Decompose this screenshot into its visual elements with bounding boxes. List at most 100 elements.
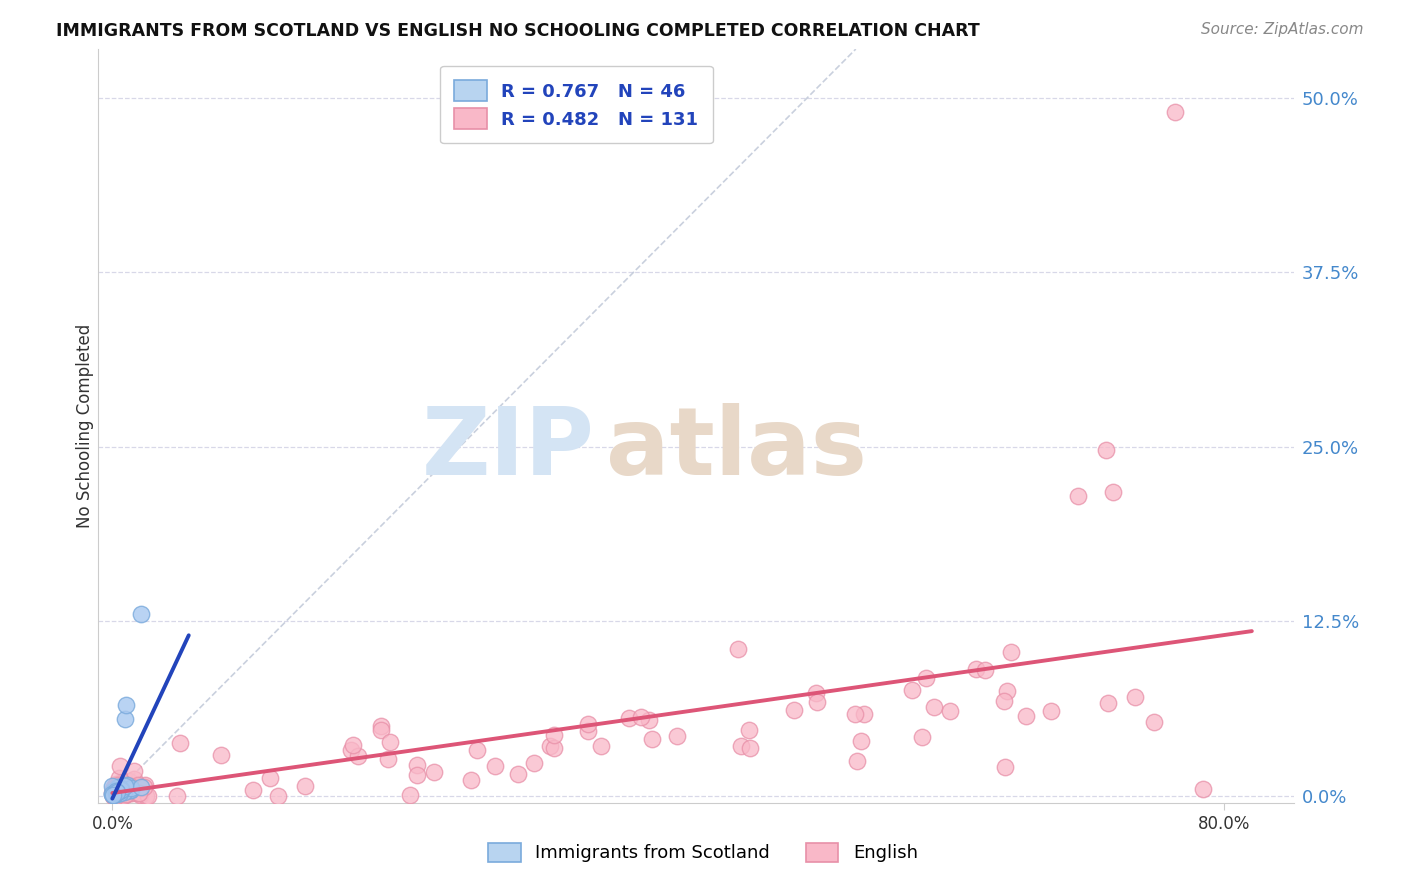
Point [101,789,124,803]
Text: ZIP: ZIP [422,402,595,494]
Point [127,786,149,800]
Point [110,759,132,773]
Point [576,723,599,738]
Point [209,747,232,762]
Point [111,785,134,799]
Point [640,732,662,747]
Point [1095,442,1118,457]
Point [589,739,612,753]
Point [259,772,281,786]
Point [120,782,142,797]
Point [118,779,141,793]
Point [105,787,128,801]
Point [110,787,132,801]
Point [122,764,145,778]
Point [108,788,131,802]
Point [128,785,150,799]
Point [738,740,761,755]
Point [103,784,125,798]
Point [127,778,149,792]
Point [108,786,131,800]
Point [995,684,1018,698]
Point [911,730,934,744]
Point [1000,645,1022,659]
Point [578,717,600,731]
Point [104,788,127,802]
Point [104,777,127,791]
Point [103,783,125,797]
Point [423,764,446,779]
Point [465,743,488,757]
Point [128,786,150,800]
Point [543,741,565,756]
Point [915,671,938,685]
Point [538,739,561,753]
Point [105,785,128,799]
Point [105,782,128,797]
Point [242,783,264,797]
Point [112,785,135,799]
Point [1015,709,1038,723]
Point [993,694,1015,708]
Point [738,723,761,738]
Point [994,760,1017,774]
Point [939,705,962,719]
Point [107,786,129,800]
Point [101,782,124,797]
Point [101,787,124,801]
Point [118,778,141,792]
Point [166,789,188,803]
Point [267,789,290,803]
Point [103,789,125,803]
Point [105,789,128,803]
Point [115,787,138,801]
Point [294,779,316,793]
Point [115,785,138,799]
Point [129,780,152,794]
Point [924,699,946,714]
Point [107,785,129,799]
Text: IMMIGRANTS FROM SCOTLAND VS ENGLISH NO SCHOOLING COMPLETED CORRELATION CHART: IMMIGRANTS FROM SCOTLAND VS ENGLISH NO S… [56,22,980,40]
Point [108,777,131,791]
Point [342,738,364,752]
Point [965,662,987,676]
Point [107,781,129,796]
Point [115,784,138,798]
Point [101,783,124,797]
Point [105,787,128,801]
Point [630,709,652,723]
Point [111,789,134,803]
Point [370,723,392,737]
Point [120,781,142,796]
Point [112,787,135,801]
Point [117,773,139,788]
Point [101,787,124,801]
Point [1164,104,1187,119]
Point [107,780,129,794]
Point [120,782,142,797]
Point [1102,484,1125,499]
Point [104,785,127,799]
Point [115,786,138,800]
Point [1067,489,1090,503]
Text: Source: ZipAtlas.com: Source: ZipAtlas.com [1201,22,1364,37]
Point [114,788,136,802]
Point [135,789,157,803]
Point [370,718,392,732]
Point [619,711,641,725]
Point [122,772,145,786]
Point [852,707,875,722]
Point [110,783,132,797]
Point [340,743,363,757]
Point [108,788,131,802]
Point [105,779,128,793]
Point [104,783,127,797]
Point [405,768,427,782]
Point [484,759,506,773]
Text: atlas: atlas [606,402,868,494]
Point [406,757,429,772]
Point [108,785,131,799]
Point [637,713,659,727]
Point [110,789,132,803]
Point [110,783,132,797]
